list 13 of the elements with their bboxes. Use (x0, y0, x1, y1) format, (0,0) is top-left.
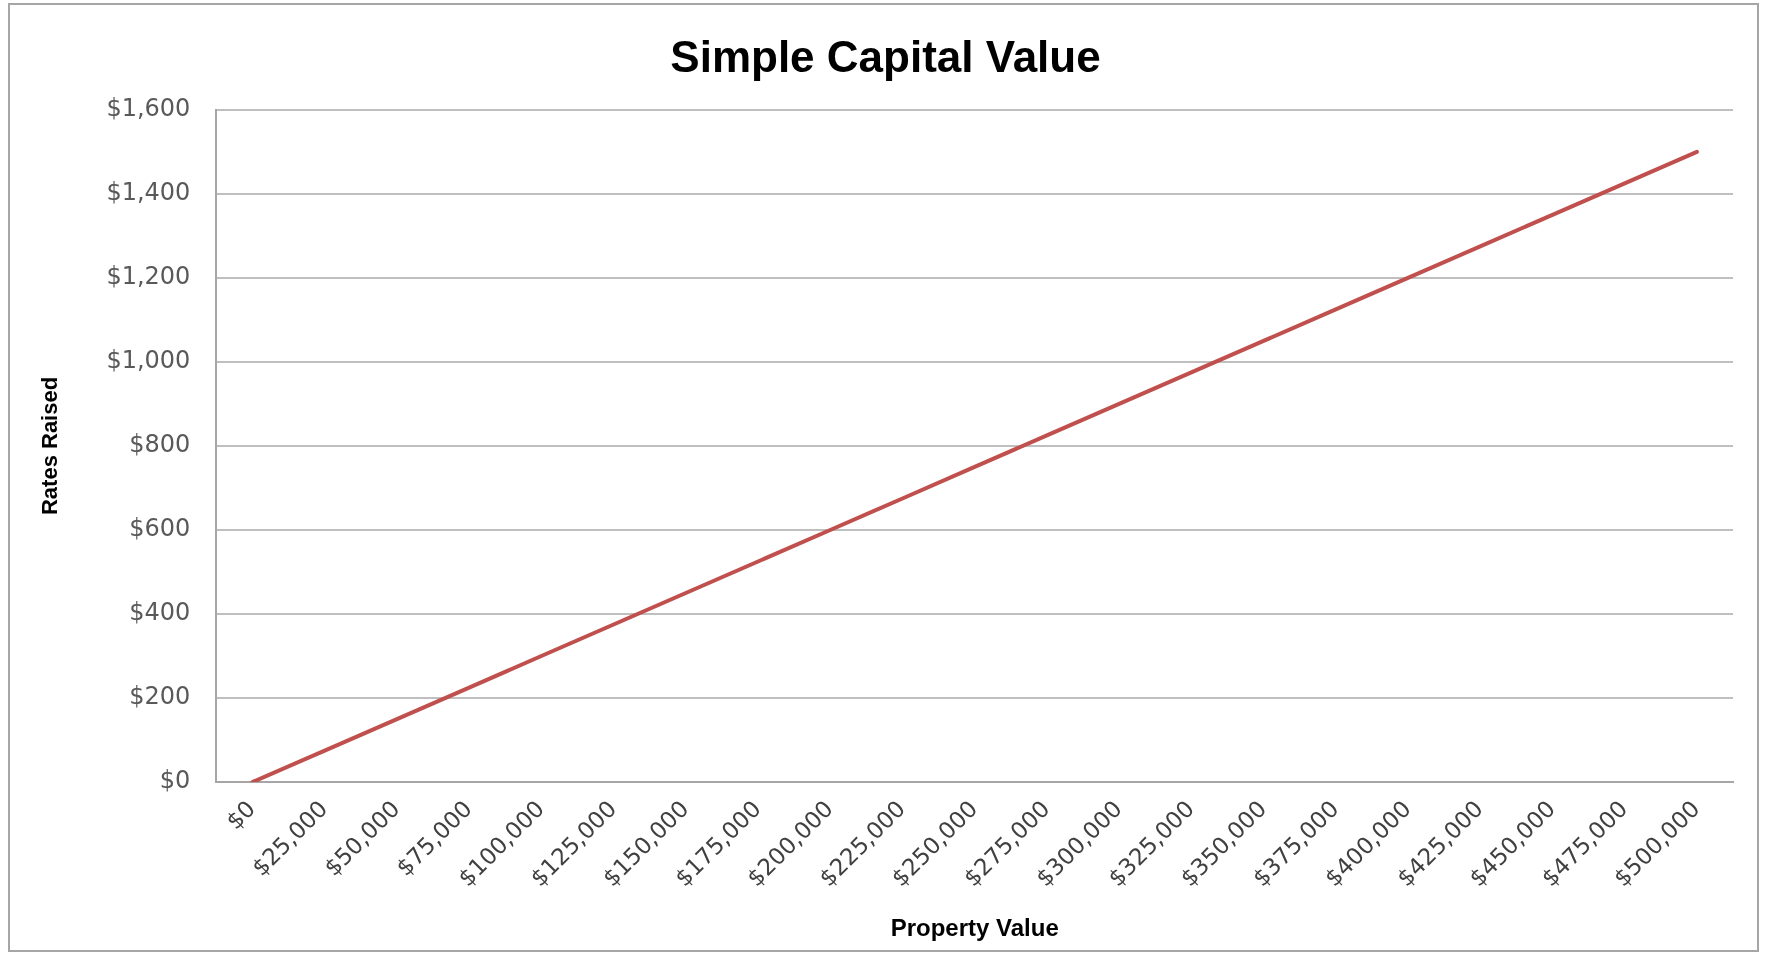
y-tick-label: $0 (159, 766, 191, 795)
y-tick-label: $800 (129, 430, 191, 459)
y-tick-label: $400 (129, 598, 191, 627)
y-tick-label: $1,200 (106, 262, 191, 291)
y-tick-label: $1,400 (106, 178, 191, 207)
y-tick-label: $1,000 (106, 346, 191, 375)
x-axis-title: Property Value (890, 914, 1059, 942)
y-tick-label: $200 (129, 682, 191, 711)
x-tick-label: $0 (221, 795, 261, 835)
y-tick-label: $600 (129, 514, 191, 543)
y-tick-label: $1,600 (106, 94, 191, 123)
y-axis-title: Rates Raised (37, 376, 63, 516)
chart-title: Simple Capital Value (670, 31, 1101, 81)
